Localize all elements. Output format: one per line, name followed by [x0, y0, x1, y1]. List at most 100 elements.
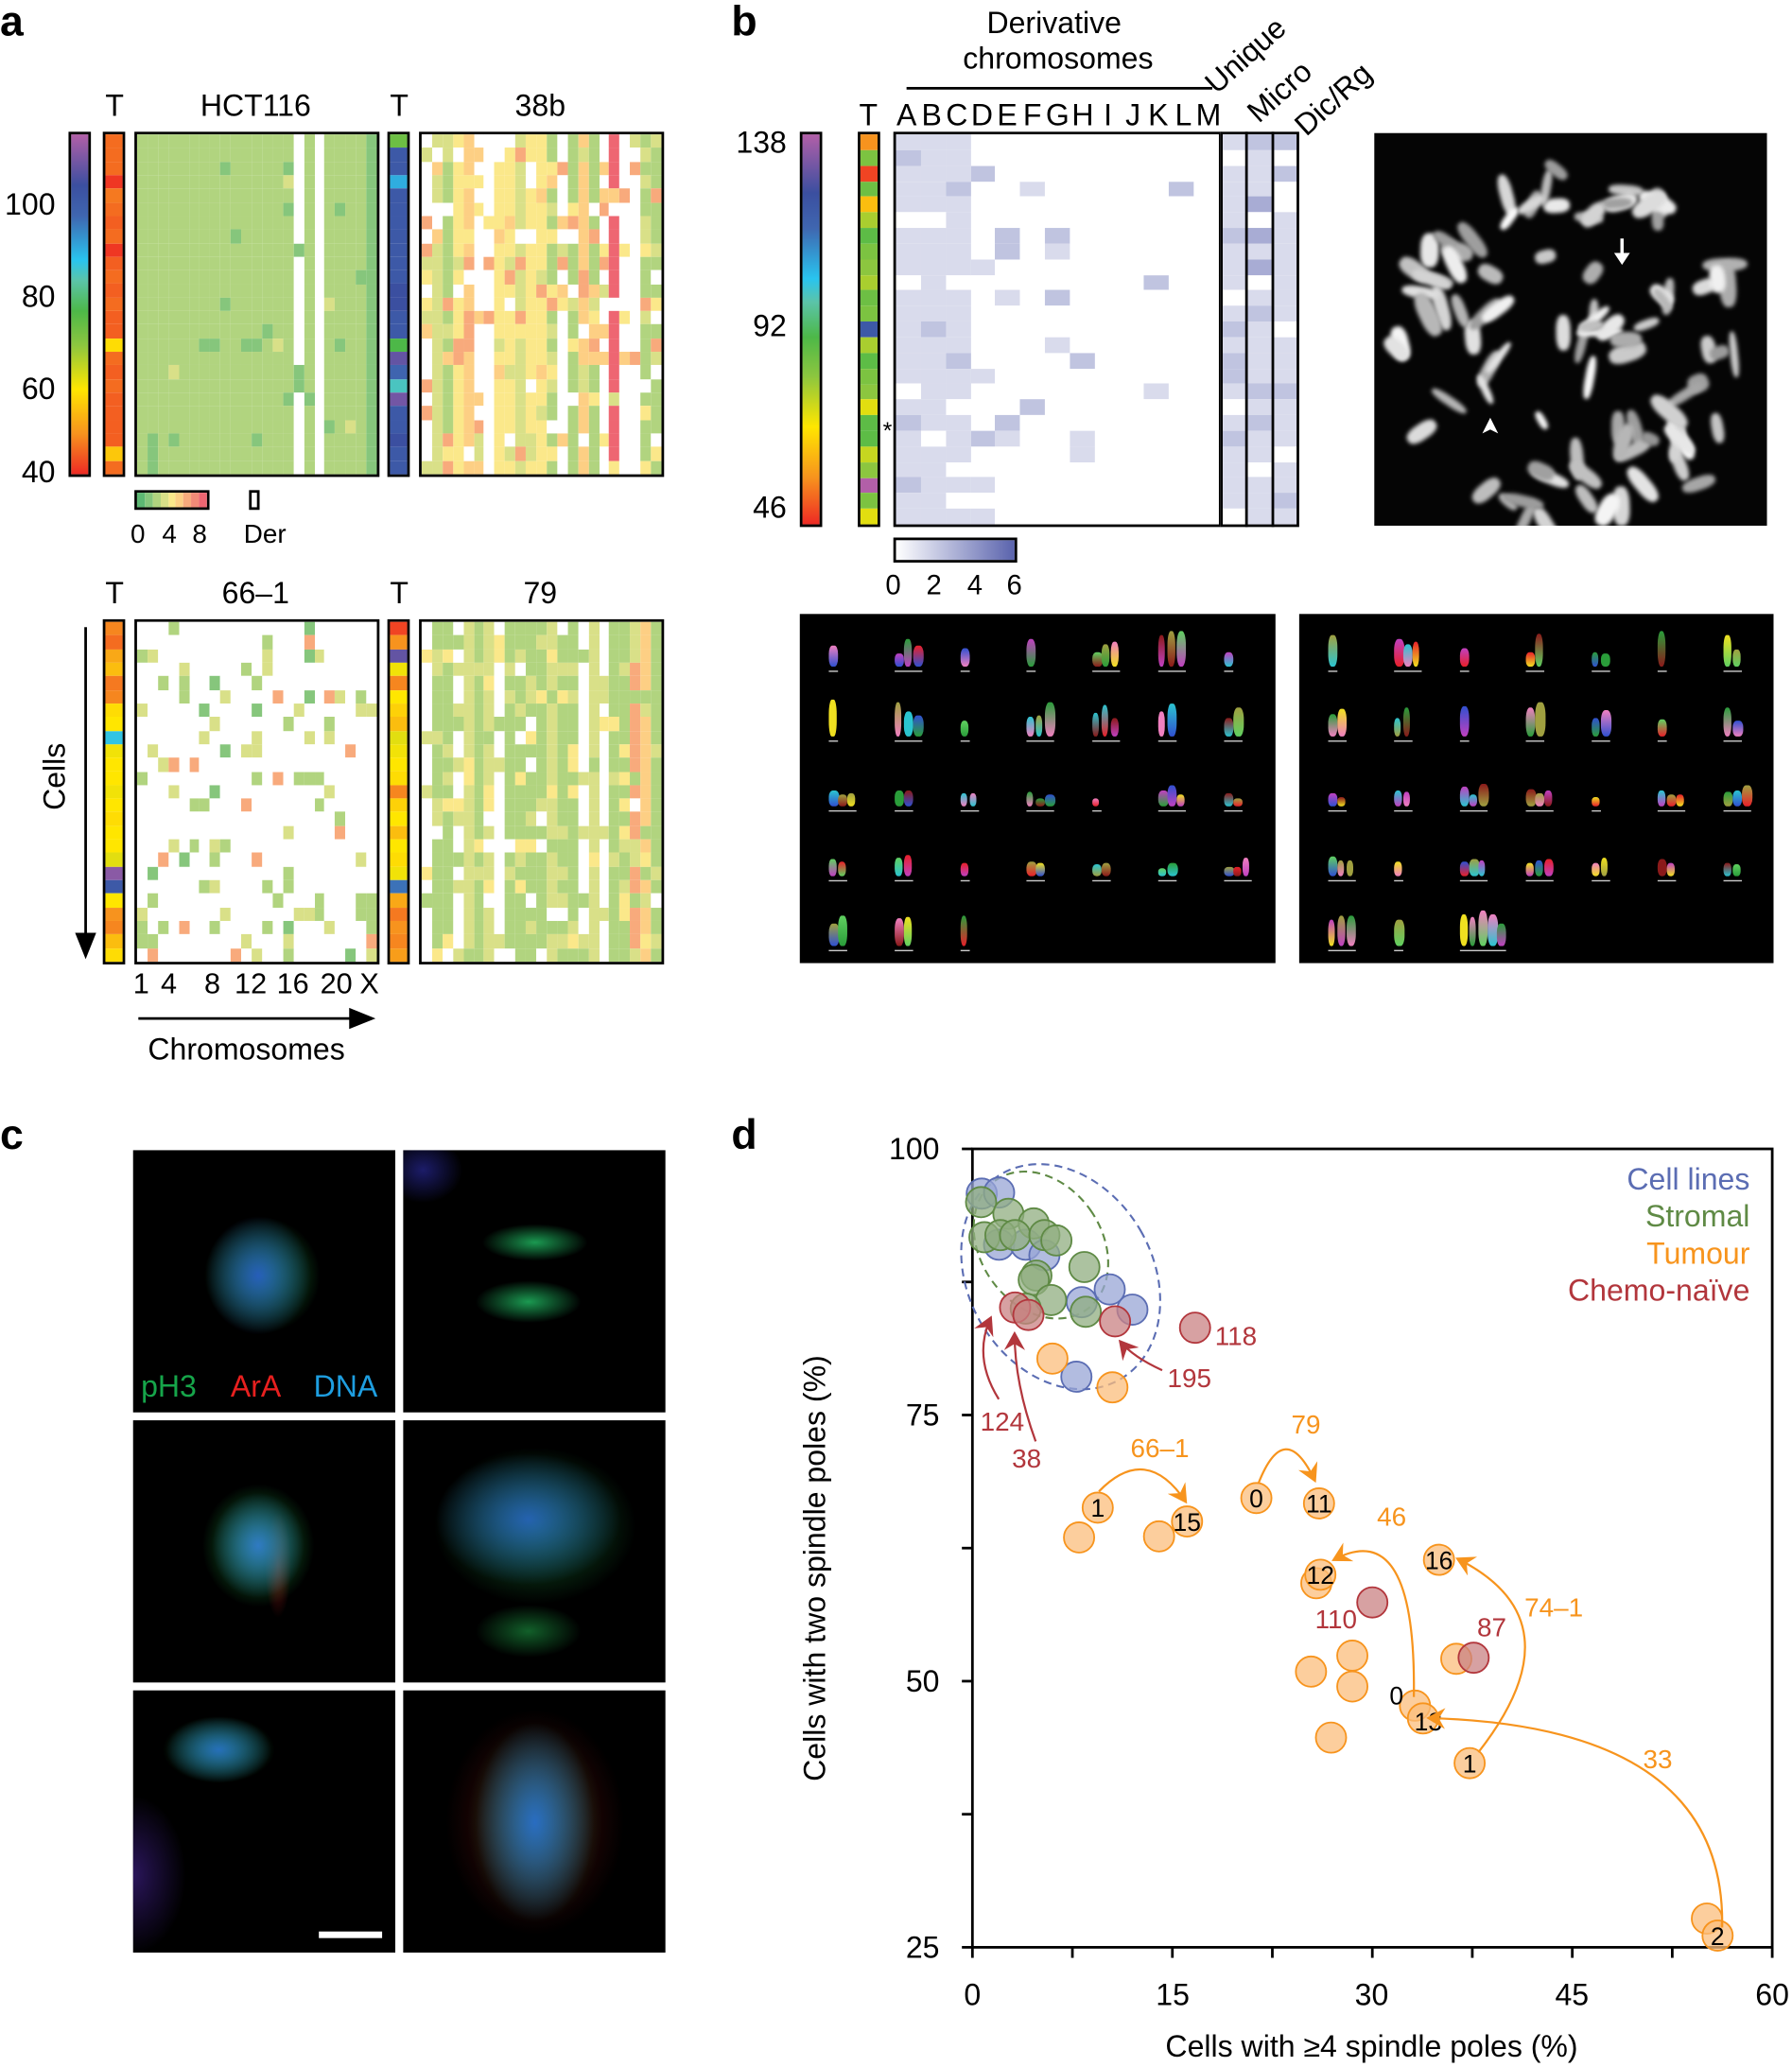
heatmap-cell [147, 798, 158, 812]
heatmap-cell [366, 703, 377, 718]
heatmap-cell [442, 175, 453, 189]
heatmap-cell [640, 662, 652, 677]
heatmap-cell [345, 689, 357, 703]
heatmap-cell [588, 757, 600, 772]
heatmap-cell [547, 378, 558, 393]
legend-swatch [183, 493, 192, 508]
heatmap-cell [515, 825, 527, 840]
heatmap-cell [314, 853, 325, 867]
heatmap-cell [178, 256, 190, 270]
heatmap-cell [262, 621, 273, 636]
derivative-cell [1119, 337, 1145, 354]
heatmap-cell [599, 134, 610, 148]
heatmap-cell [609, 161, 620, 176]
heatmap-cell [484, 676, 496, 690]
heatmap-cell [578, 392, 589, 407]
heatmap-cell [189, 811, 200, 826]
heatmap-cell [345, 771, 357, 786]
heatmap-cell [588, 921, 600, 935]
heatmap-cell [231, 188, 242, 203]
heatmap-cell [136, 148, 148, 162]
derivative-cell [946, 509, 971, 525]
heatmap-cell [567, 229, 579, 244]
karyotype-baseline [1459, 670, 1470, 672]
heatmap-cell [324, 243, 336, 257]
heatmap-cell [293, 243, 304, 257]
heatmap-cell [462, 202, 475, 217]
heatmap-cell [588, 744, 600, 758]
heatmap-cell [314, 676, 325, 690]
heatmap-cell [220, 757, 232, 772]
heatmap-cell [421, 947, 432, 963]
derivative-cell [920, 212, 947, 229]
heatmap-cell [515, 188, 527, 203]
heatmap-cell [421, 161, 432, 176]
heatmap-cell [220, 378, 232, 393]
heatmap-cell [578, 229, 589, 244]
derivative-cell [995, 353, 1020, 369]
heatmap-cell [462, 460, 475, 475]
heatmap-cell [515, 676, 527, 690]
annotation-label: 124 [980, 1408, 1025, 1438]
ploidy-cell [390, 839, 408, 853]
heatmap-cell [252, 947, 263, 963]
heatmap-cell [515, 229, 527, 244]
derivative-cell [920, 274, 947, 291]
heatmap-cell [220, 811, 232, 826]
point-label: 1 [1090, 1494, 1105, 1522]
heatmap-cell [293, 771, 304, 786]
heatmap-cell [505, 297, 516, 312]
heatmap-cell [262, 879, 273, 895]
heatmap-cell [283, 352, 294, 366]
heatmap-cell [526, 879, 537, 895]
derivative-cell [946, 228, 971, 244]
heatmap-cell [431, 635, 443, 650]
ploidy-cell [105, 284, 123, 298]
heatmap-cell [272, 134, 284, 148]
derivative-cell [896, 181, 921, 198]
heatmap-cell [442, 433, 453, 447]
heatmap-cell [345, 853, 357, 867]
ploidy-cell [105, 689, 123, 703]
ploidy-cell [390, 161, 408, 176]
ploidy-cell [860, 368, 878, 385]
heatmap-cell [515, 757, 527, 772]
heatmap-cell [136, 921, 148, 935]
heatmap-cell [366, 689, 377, 703]
heatmap-cell [210, 771, 221, 786]
heatmap-cell [283, 635, 294, 650]
karyotype-baseline [828, 949, 847, 952]
heatmap-cell [474, 676, 485, 690]
heatmap-cell [526, 433, 537, 447]
heatmap-cell [588, 853, 600, 867]
heatmap-cell [484, 311, 496, 325]
derivative-cell [946, 384, 971, 400]
heatmap-cell [578, 730, 589, 745]
heatmap-cell [314, 392, 325, 407]
heatmap-cell [619, 676, 631, 690]
heatmap-cell [578, 134, 589, 148]
heatmap-cell [651, 907, 662, 922]
heatmap-cell [474, 229, 485, 244]
heatmap-cell [515, 269, 527, 285]
heatmap-cell [452, 811, 463, 826]
heatmap-cell [293, 811, 304, 826]
heatmap-cell [220, 676, 232, 690]
heatmap-cell [252, 771, 263, 786]
extra-cell [1272, 321, 1297, 338]
heatmap-cell [304, 689, 315, 703]
heatmap-cell [505, 256, 516, 270]
karyotype-baseline [895, 949, 913, 952]
heatmap-cell [324, 811, 336, 826]
heatmap-cell [210, 161, 221, 176]
derivative-cell [1019, 430, 1046, 447]
heatmap-cell [588, 229, 600, 244]
derivative-heatmap [893, 131, 1222, 528]
derivative-cell [1119, 430, 1145, 447]
heatmap-cell [567, 947, 579, 963]
heatmap-cell [189, 420, 200, 434]
heatmap-cell [157, 934, 168, 948]
ploidy-cell [860, 305, 878, 322]
heatmap-cell [421, 352, 432, 366]
heatmap-cell [356, 148, 367, 162]
